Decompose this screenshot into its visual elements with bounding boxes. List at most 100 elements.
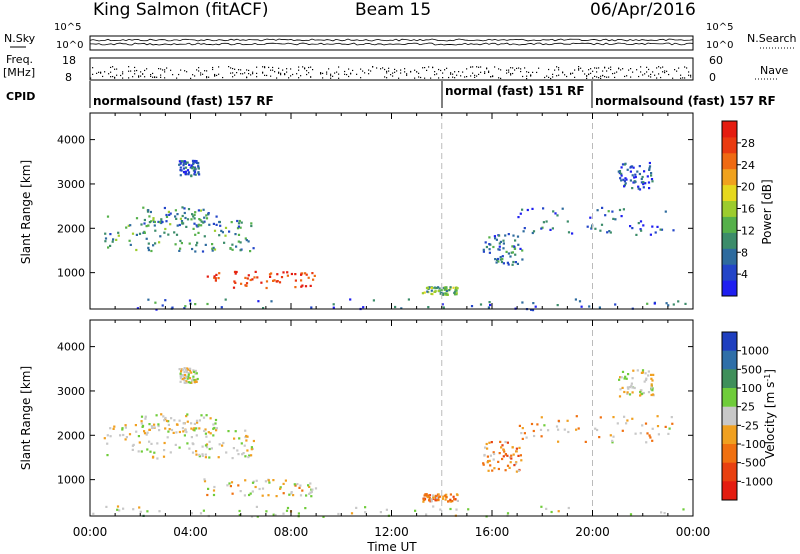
heatmap-cell <box>594 227 597 230</box>
heatmap-cell <box>214 279 217 282</box>
heatmap-cell <box>515 447 518 450</box>
freq-dot <box>256 72 258 75</box>
heatmap-cell <box>255 479 258 482</box>
heatmap-cell <box>485 245 488 249</box>
heatmap-cell <box>424 493 427 496</box>
heatmap-cell <box>188 299 192 302</box>
heatmap-cell <box>103 437 106 440</box>
freq-dot <box>360 68 362 70</box>
freq-dot <box>484 71 486 73</box>
heatmap-cell <box>145 237 148 240</box>
heatmap-cell <box>106 215 110 218</box>
heatmap-cell <box>181 368 184 371</box>
freq-dot <box>598 77 600 79</box>
freq-dot <box>582 70 584 72</box>
freq-dot <box>310 76 312 78</box>
heatmap-cell <box>183 376 186 380</box>
heatmap-cell <box>512 245 515 248</box>
heatmap-cell <box>131 448 134 451</box>
freq-dot <box>442 72 444 74</box>
heatmap-cell <box>430 292 433 295</box>
heatmap-cell <box>298 486 301 489</box>
heatmap-cell <box>109 244 112 247</box>
freq-dot <box>186 71 188 73</box>
heatmap-cell <box>437 289 440 292</box>
heatmap-cell <box>150 249 153 253</box>
freq-dot <box>386 70 388 72</box>
freq-dot <box>400 69 402 71</box>
heatmap-cell <box>174 243 177 246</box>
heatmap-cell <box>445 289 448 292</box>
heatmap-cell <box>364 506 367 509</box>
heatmap-cell <box>245 284 248 287</box>
heatmap-cell <box>207 487 210 490</box>
freq-dot <box>662 66 664 68</box>
heatmap-cell <box>301 489 304 492</box>
heatmap-cell <box>642 183 645 186</box>
heatmap-cell <box>521 249 524 252</box>
heatmap-cell <box>215 429 218 432</box>
colorbar-swatch <box>722 280 737 297</box>
freq-dot <box>548 68 550 71</box>
heatmap-cell <box>188 242 191 245</box>
heatmap-cell <box>256 276 259 279</box>
heatmap-cell <box>163 449 166 452</box>
cpid-segment-3: normalsound (fast) 157 RF <box>595 94 776 108</box>
heatmap-cell <box>489 454 492 457</box>
heatmap-cell <box>116 505 120 508</box>
heatmap-cell <box>205 435 208 438</box>
heatmap-cell <box>502 239 505 242</box>
heatmap-cell <box>492 451 495 454</box>
colorbar-swatch <box>722 406 737 426</box>
freq-dot <box>272 66 274 69</box>
colorbar-swatch <box>722 332 737 352</box>
freq-dot <box>470 66 472 68</box>
heatmap-cell <box>507 233 510 236</box>
heatmap-cell <box>507 263 510 266</box>
heatmap-cell <box>252 247 255 250</box>
heatmap-cell <box>209 432 212 435</box>
heatmap-cell <box>651 427 654 430</box>
heatmap-cell <box>213 248 217 251</box>
freq-dot <box>334 72 336 74</box>
colorbar-tick-label: 25 <box>741 401 755 414</box>
heatmap-cell <box>639 391 642 394</box>
freq-dot <box>310 66 312 68</box>
freq-dot <box>98 71 100 73</box>
heatmap-cell <box>561 207 564 210</box>
freq-dot <box>614 72 616 74</box>
freq-dot <box>490 76 492 78</box>
heatmap-cell <box>612 217 615 220</box>
heatmap-cell <box>212 493 216 497</box>
time-tick-labels: 00:00 04:00 08:00 12:00 16:00 20:00 00:00 <box>73 525 711 539</box>
heatmap-cell <box>506 454 509 457</box>
heatmap-cell <box>183 381 186 384</box>
freq-dot <box>448 76 450 79</box>
freq-dot <box>90 77 92 79</box>
heatmap-cell <box>124 424 127 427</box>
heatmap-cell <box>621 386 624 389</box>
heatmap-cell <box>197 225 200 228</box>
heatmap-cell <box>185 415 188 418</box>
freq-dot <box>322 77 324 79</box>
heatmap-cell <box>594 427 597 430</box>
heatmap-cell <box>164 299 167 302</box>
freq-dot <box>498 68 500 70</box>
freq-dot <box>678 67 680 69</box>
colorbar-tick-label: -1000 <box>741 475 773 488</box>
heatmap-cell <box>511 245 514 248</box>
freq-dot <box>350 72 352 74</box>
heatmap-cell <box>599 416 602 419</box>
heatmap-cell <box>307 484 310 487</box>
freq-dot <box>578 68 580 70</box>
freq-dot <box>444 69 446 71</box>
heatmap-cell <box>636 170 639 173</box>
freq-dot <box>478 66 480 68</box>
heatmap-cell <box>158 221 161 224</box>
heatmap-cell <box>442 495 445 498</box>
heatmap-cell <box>618 395 622 398</box>
heatmap-cell <box>286 274 289 277</box>
heatmap-cell <box>531 231 534 235</box>
freq-dot <box>664 70 666 72</box>
heatmap-cell <box>189 166 192 169</box>
